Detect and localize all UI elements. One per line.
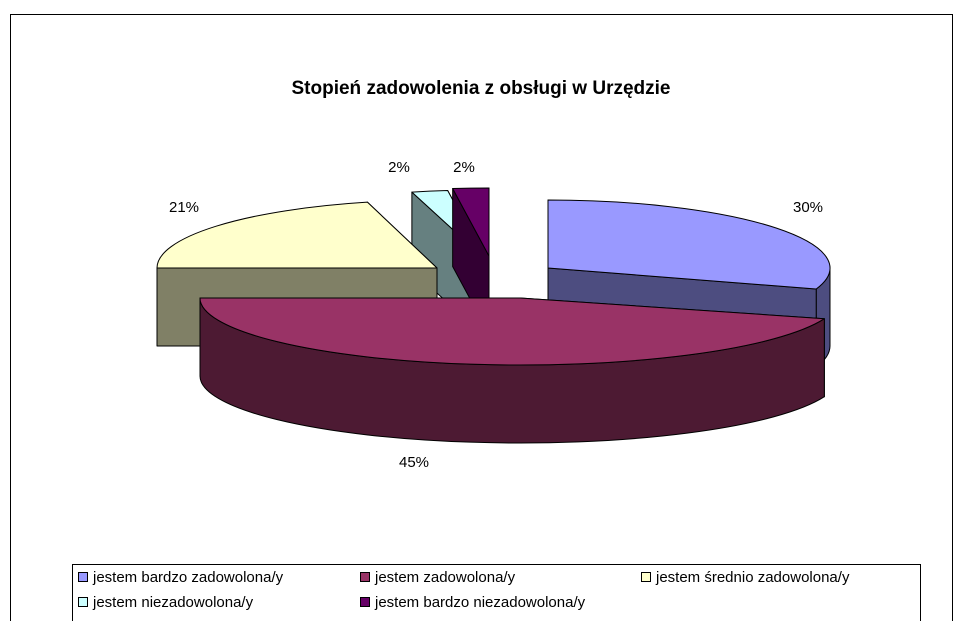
data-label: 21% [169,199,199,216]
data-label: 2% [453,159,475,176]
legend-label: jestem średnio zadowolona/y [655,569,850,586]
data-label: 30% [793,199,823,216]
legend-swatch [78,597,88,607]
legend-label: jestem bardzo niezadowolona/y [374,594,586,611]
legend-swatch [360,572,370,582]
slice-top [452,187,490,257]
slice-top [199,297,825,366]
legend-label: jestem zadowolona/y [374,569,516,586]
chart-frame [10,14,953,621]
legend-box [72,564,921,621]
legend-swatch [78,572,88,582]
chart-title: Stopień zadowolenia z obsługi w Urzędzie [292,78,671,99]
data-label: 45% [399,454,429,471]
legend-swatch [360,597,370,607]
slice-top [547,199,831,290]
legend-swatch [641,572,651,582]
legend-label: jestem bardzo zadowolona/y [92,569,284,586]
legend-label: jestem niezadowolona/y [92,594,254,611]
data-label: 2% [388,159,410,176]
pie-slice [199,297,825,444]
slice-top [156,201,438,269]
